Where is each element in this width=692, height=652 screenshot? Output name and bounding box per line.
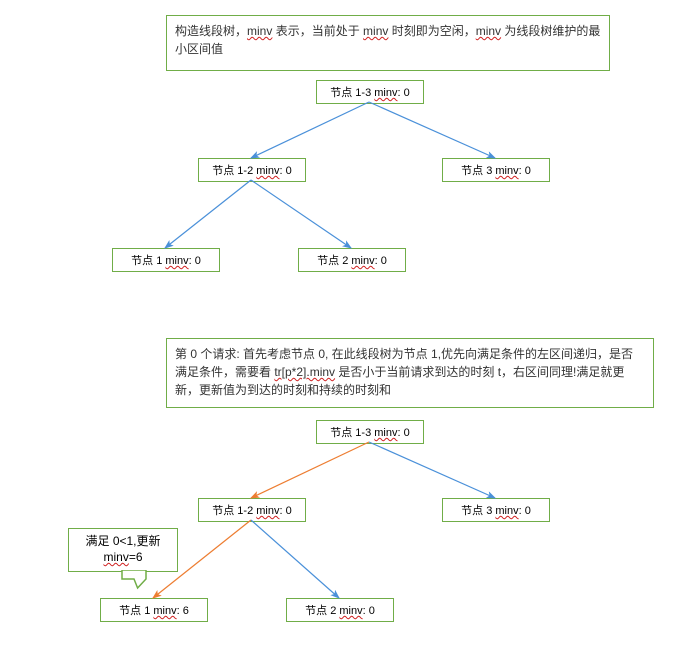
tree-node: 节点 3 minv: 0: [442, 158, 550, 182]
tree-node-label: 节点 1 minv: 6: [119, 602, 189, 618]
tree-node: 节点 2 minv: 0: [286, 598, 394, 622]
tree-node-label: 节点 2 minv: 0: [305, 602, 375, 618]
tree-edge: [251, 102, 369, 158]
tree-edge: [251, 520, 339, 598]
tree-node-label: 节点 1 minv: 0: [131, 252, 201, 268]
tree-edge: [165, 180, 251, 248]
tree-edge: [251, 442, 369, 498]
tree-edge: [369, 102, 495, 158]
description-box: 构造线段树，minv 表示，当前处于 minv 时刻即为空闲，minv 为线段树…: [166, 15, 610, 71]
tree-node: 节点 1-3 minv: 0: [316, 80, 424, 104]
tree-node-label: 节点 1-3 minv: 0: [330, 424, 409, 440]
tree-node-label: 节点 3 minv: 0: [461, 162, 531, 178]
tree-node-label: 节点 2 minv: 0: [317, 252, 387, 268]
tree-node-label: 节点 1-2 minv: 0: [212, 162, 291, 178]
tree-node: 节点 1-3 minv: 0: [316, 420, 424, 444]
tree-node: 节点 1 minv: 6: [100, 598, 208, 622]
description-box: 第 0 个请求: 首先考虑节点 0, 在此线段树为节点 1,优先向满足条件的左区…: [166, 338, 654, 408]
callout-tail: [118, 570, 150, 592]
tree-node: 节点 3 minv: 0: [442, 498, 550, 522]
tree-edge: [369, 442, 495, 498]
callout-box: 满足 0<1,更新 minv=6: [68, 528, 178, 572]
tree-node: 节点 1-2 minv: 0: [198, 158, 306, 182]
tree-edge: [251, 180, 351, 248]
tree-node: 节点 2 minv: 0: [298, 248, 406, 272]
tree-node-label: 节点 1-3 minv: 0: [330, 84, 409, 100]
tree-node: 节点 1-2 minv: 0: [198, 498, 306, 522]
tree-node: 节点 1 minv: 0: [112, 248, 220, 272]
tree-node-label: 节点 1-2 minv: 0: [212, 502, 291, 518]
tree-node-label: 节点 3 minv: 0: [461, 502, 531, 518]
